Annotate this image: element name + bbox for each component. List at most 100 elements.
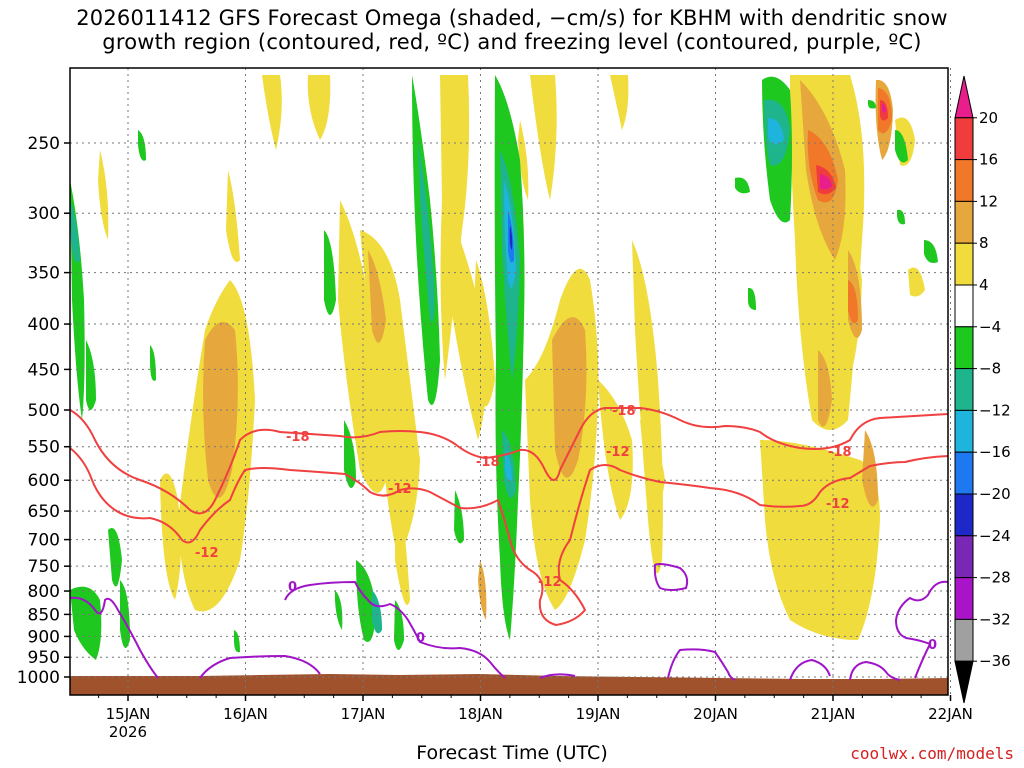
y-tick-label: 700: [28, 531, 60, 551]
contour-zero: [667, 648, 736, 681]
y-tick-label: 450: [28, 360, 60, 380]
omega-region: [478, 560, 487, 620]
colorbar-label: 20: [979, 109, 998, 127]
x-year-label: 2026: [109, 723, 147, 741]
x-tick-label: 19JAN: [576, 705, 621, 723]
contour-zero: [789, 658, 831, 681]
contour-minus12: [70, 447, 948, 627]
colorbar-label: −36: [979, 652, 1011, 670]
contour-zero: [894, 580, 948, 679]
y-tick-label: 650: [28, 502, 60, 522]
contour-label: -18: [476, 455, 500, 470]
y-tick-label: 250: [28, 134, 60, 154]
y-tick-label: 550: [28, 438, 60, 458]
omega-region: [552, 317, 587, 478]
y-tick-label: 800: [28, 582, 60, 602]
y-tick-label: 900: [28, 627, 60, 647]
contour-label: -18: [612, 404, 636, 419]
x-tick-label: 22JAN: [928, 705, 973, 723]
omega-region: [226, 170, 240, 262]
contour-label: -12: [826, 497, 850, 512]
chart-title-line-2: growth region (contoured, red, ºC) and f…: [102, 30, 922, 54]
colorbar-label: −8: [979, 360, 1001, 378]
freezing-contours: [70, 563, 948, 681]
colorbar-segment: [954, 284, 974, 328]
contour-label: -18: [828, 445, 852, 460]
contour-label: 0: [416, 631, 425, 646]
colorbar-segment: [954, 326, 974, 370]
y-tick-label: 400: [28, 315, 60, 335]
contour-zero: [653, 563, 689, 591]
omega-region: [335, 590, 343, 630]
y-tick-label: 350: [28, 264, 60, 284]
contour-label: 0: [928, 638, 937, 653]
omega-region: [610, 75, 629, 130]
omega-region: [632, 240, 663, 574]
colorbar-label: 4: [979, 276, 989, 294]
chart-title: 2026011412 GFS Forecast Omega (shaded, −…: [0, 6, 1024, 54]
omega-region: [108, 528, 122, 587]
x-tick-label: 21JAN: [811, 705, 856, 723]
chart-title-line-1: 2026011412 GFS Forecast Omega (shaded, −…: [76, 6, 948, 30]
colorbar-label: 12: [979, 192, 998, 210]
y-tick-label: 300: [28, 204, 60, 224]
omega-region: [70, 200, 80, 263]
omega-region: [86, 340, 96, 410]
contour-minus18: [70, 407, 948, 515]
x-tick-label: 20JAN: [693, 705, 738, 723]
colorbar-segment: [954, 200, 974, 244]
colorbar-label: −12: [979, 401, 1011, 419]
omega-region: [530, 75, 557, 200]
contour-label: -12: [538, 575, 562, 590]
omega-region: [848, 280, 858, 324]
colorbar-segment: [954, 535, 974, 579]
x-tick-label: 17JAN: [341, 705, 386, 723]
omega-region: [368, 250, 386, 343]
omega-region: [418, 140, 435, 322]
colorbar-segment: [954, 117, 974, 161]
omega-region: [862, 430, 878, 507]
omega-region: [868, 100, 876, 109]
omega-region: [356, 560, 376, 642]
colorbar-segment: [954, 75, 974, 119]
omega-region: [598, 380, 633, 520]
x-tick-label: 16JAN: [223, 705, 268, 723]
omega-region: [640, 420, 665, 507]
grid: [70, 68, 951, 695]
colorbar-segment: [954, 577, 974, 620]
colorbar-segment: [954, 618, 974, 662]
omega-region: [505, 450, 512, 481]
y-tick-label: 850: [28, 605, 60, 625]
contour-zero: [284, 580, 506, 679]
contour-zero: [849, 660, 901, 681]
omega-region: [518, 120, 529, 200]
credit-link[interactable]: coolwx.com/models: [850, 744, 1014, 763]
omega-region: [895, 130, 908, 163]
y-tick-label: 950: [28, 648, 60, 668]
omega-shading: [70, 75, 938, 660]
omega-region: [150, 345, 156, 381]
colorbar: 20 16 12 8 4 −4 −8 −12 −16 −20 −24 −28 −32 −36: [954, 75, 1011, 704]
omega-region: [338, 200, 390, 493]
y-tick-label: 1000: [17, 668, 60, 688]
y-tick-label: 500: [28, 401, 60, 421]
colorbar-label: 16: [979, 151, 998, 169]
contour-label-group: -18 -18 -18 -18 -12 -12 -12 -12 -12 0 0 …: [195, 404, 937, 653]
colorbar-label: −16: [979, 443, 1011, 461]
contour-zero: [70, 596, 159, 679]
contour-zero: [539, 673, 576, 679]
colorbar-segment: [954, 660, 974, 704]
omega-region: [98, 150, 109, 240]
contour-label: 0: [288, 580, 297, 595]
y-tick-label: 750: [28, 557, 60, 577]
contour-label: -12: [388, 482, 412, 497]
contour-label: -18: [286, 430, 310, 445]
colorbar-label: 8: [979, 234, 989, 252]
omega-region: [474, 260, 495, 407]
y-axis: 2503003504004505005506006507007508008509…: [17, 134, 70, 688]
colorbar-segment: [954, 159, 974, 202]
omega-region: [509, 225, 513, 250]
colorbar-label: −24: [979, 527, 1011, 545]
y-tick-label: 600: [28, 471, 60, 491]
